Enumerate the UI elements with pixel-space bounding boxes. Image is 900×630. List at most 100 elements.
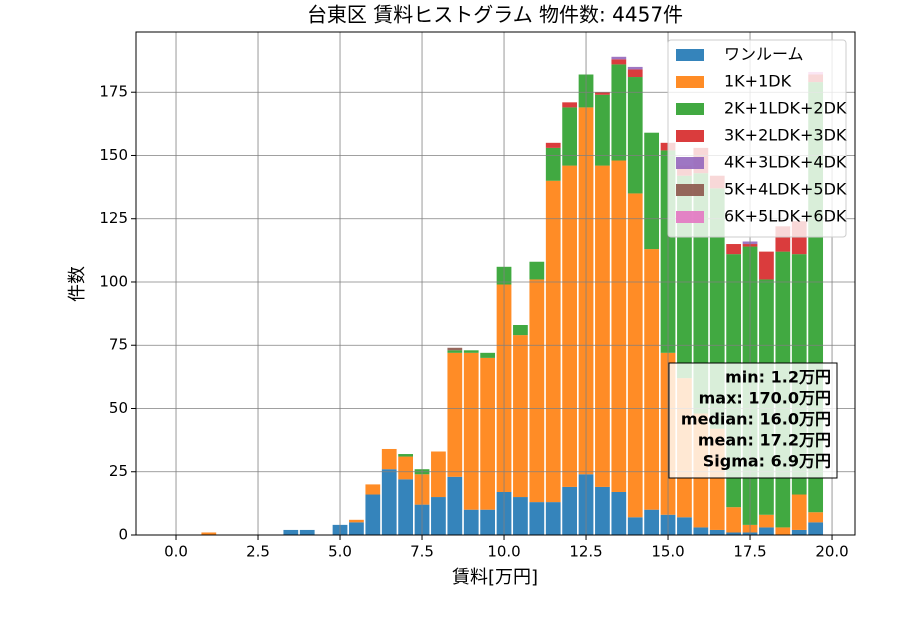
legend-swatch xyxy=(676,76,704,88)
legend-label: 4K+3LDK+4DK xyxy=(724,153,847,172)
bar xyxy=(808,512,824,523)
bar xyxy=(709,529,725,535)
bar xyxy=(677,517,692,535)
bar xyxy=(463,350,479,353)
x-tick-label: 12.5 xyxy=(569,543,602,561)
bar xyxy=(611,56,627,60)
bar xyxy=(381,469,397,535)
bar xyxy=(595,165,610,487)
y-tick-label: 0 xyxy=(118,526,128,544)
legend-swatch xyxy=(676,49,704,61)
bar xyxy=(562,107,578,166)
bar xyxy=(627,517,643,535)
bar xyxy=(381,448,397,470)
bar xyxy=(480,352,496,358)
bar xyxy=(759,514,774,528)
y-axis-label: 件数 xyxy=(67,266,88,302)
x-tick-label: 2.5 xyxy=(246,543,270,561)
bar xyxy=(447,476,463,535)
stats-line: median: 16.0万円 xyxy=(681,410,831,429)
bar xyxy=(529,279,545,503)
bar xyxy=(791,494,807,530)
legend-label: 2K+1LDK+2DK xyxy=(724,99,847,118)
stats-line: Sigma: 6.9万円 xyxy=(703,452,831,471)
bar xyxy=(545,147,561,181)
bar xyxy=(398,456,414,480)
legend-swatch xyxy=(676,130,704,142)
bar xyxy=(759,527,774,535)
bar xyxy=(644,132,660,250)
bar xyxy=(545,142,561,148)
bar xyxy=(545,180,561,503)
bar xyxy=(447,350,463,353)
bar xyxy=(627,193,643,518)
bar xyxy=(447,352,463,477)
x-tick-label: 17.5 xyxy=(733,543,766,561)
bar xyxy=(808,522,824,535)
bar xyxy=(595,94,610,166)
bar xyxy=(513,497,528,535)
bar xyxy=(398,454,414,457)
chart-title: 台東区 賃料ヒストグラム 物件数: 4457件 xyxy=(307,3,683,27)
bar xyxy=(726,244,742,255)
x-tick-label: 0.0 xyxy=(164,543,188,561)
bar xyxy=(611,160,627,492)
bar xyxy=(431,497,446,535)
bar xyxy=(595,92,610,95)
bar xyxy=(693,527,709,535)
bar xyxy=(398,479,414,535)
bar xyxy=(365,484,381,495)
bar xyxy=(759,251,774,280)
y-tick-label: 25 xyxy=(109,462,128,480)
y-tick-label: 100 xyxy=(99,272,128,290)
bar xyxy=(611,59,627,65)
bar xyxy=(644,509,660,535)
bar xyxy=(726,507,742,533)
legend-swatch xyxy=(676,211,704,223)
legend-label: 6K+5LDK+6DK xyxy=(724,207,847,226)
bar xyxy=(562,486,578,535)
x-tick-label: 7.5 xyxy=(410,543,434,561)
stats-line: max: 170.0万円 xyxy=(699,389,831,408)
stats-line: min: 1.2万円 xyxy=(725,368,831,387)
bar xyxy=(611,491,627,535)
legend-label: 3K+2LDK+3DK xyxy=(724,126,847,145)
legend-swatch xyxy=(676,157,704,169)
legend-label: 5K+4LDK+5DK xyxy=(724,180,847,199)
x-tick-label: 15.0 xyxy=(651,543,684,561)
bar xyxy=(545,502,561,535)
bar xyxy=(775,527,791,535)
bar xyxy=(463,509,479,535)
bar xyxy=(365,494,381,535)
bar xyxy=(726,532,742,535)
bar xyxy=(447,347,463,351)
legend-box xyxy=(667,39,847,238)
legend-swatch xyxy=(676,103,704,115)
y-tick-label: 150 xyxy=(99,146,128,164)
x-tick-label: 20.0 xyxy=(815,543,848,561)
bar xyxy=(349,519,364,523)
legend-label: 1K+1DK xyxy=(724,72,792,91)
bar xyxy=(283,529,299,535)
bar xyxy=(529,261,545,280)
bar xyxy=(627,69,643,78)
y-tick-label: 175 xyxy=(99,83,128,101)
x-axis-label: 賃料[万円] xyxy=(452,567,538,588)
bar xyxy=(595,486,610,535)
bar xyxy=(431,451,446,498)
y-tick-label: 75 xyxy=(109,336,128,354)
bar xyxy=(562,165,578,487)
bar xyxy=(299,529,315,535)
y-tick-label: 50 xyxy=(109,399,128,417)
plot-frame xyxy=(135,31,856,536)
legend-label: ワンルーム xyxy=(724,45,804,64)
bar xyxy=(562,102,578,108)
bar xyxy=(201,532,217,535)
bar xyxy=(791,529,807,535)
bar xyxy=(513,324,528,336)
x-tick-label: 10.0 xyxy=(487,543,520,561)
stats-line: mean: 17.2万円 xyxy=(698,431,831,450)
legend-swatch xyxy=(676,184,704,196)
bar xyxy=(627,66,643,70)
